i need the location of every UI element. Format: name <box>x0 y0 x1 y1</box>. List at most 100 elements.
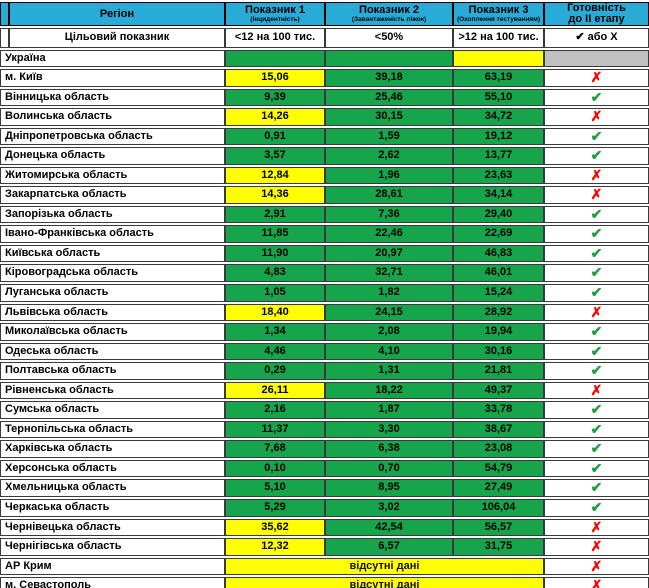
indicator1-cell: 18,40 <box>225 303 325 322</box>
check-icon: ✔ <box>590 499 603 516</box>
indicator1-cell: 4,46 <box>225 342 325 361</box>
cross-icon: ✗ <box>590 69 603 85</box>
check-icon: ✔ <box>590 459 603 476</box>
table-row: Донецька область 3,57 2,62 13,77 ✔ <box>0 147 649 165</box>
cross-icon: ✗ <box>590 518 603 535</box>
table-row: Сумська область 2,16 1,87 33,78 ✔ <box>0 401 649 419</box>
indicator3-subtitle: (Охоплення тестуванням) <box>456 15 541 23</box>
indicator2-cell: 1,87 <box>325 401 453 419</box>
indicator1-cell: 2,16 <box>225 401 325 419</box>
indicator1-cell: 12,84 <box>225 166 325 185</box>
region-cell: Закарпатська область <box>0 186 225 204</box>
table-row: Чернігівська область 12,32 6,57 31,75 ✗ <box>0 538 649 556</box>
readiness-cell: ✔ <box>544 499 649 517</box>
indicator1-cell: 14,26 <box>225 108 325 126</box>
table-body: Україна м. Київ 15,06 39,18 63,19 ✗ Вінницька … <box>0 50 649 588</box>
check-icon: ✔ <box>590 479 603 496</box>
region-cell: Тернопільська область <box>0 420 225 439</box>
region-cell: Запорізька область <box>0 205 225 224</box>
indicator1-cell: 26,11 <box>225 381 325 400</box>
check-icon: ✔ <box>590 264 603 281</box>
readiness-cell: ✔ <box>544 205 649 224</box>
cross-icon: ✗ <box>590 381 603 398</box>
target-spacer-cell <box>0 28 9 48</box>
indicator2-cell: 2,08 <box>325 323 453 341</box>
table-row: Житомирська область 12,84 1,96 23,63 ✗ <box>0 166 649 185</box>
indicator3-cell: 49,37 <box>453 381 544 400</box>
indicator1-cell: 1,05 <box>225 284 325 302</box>
table-row: Луганська область 1,05 1,82 15,24 ✔ <box>0 284 649 302</box>
indicator2-cell: 1,96 <box>325 166 453 185</box>
indicator1-subtitle: (Інцидентність) <box>250 15 300 23</box>
indicator2-cell: 28,61 <box>325 186 453 204</box>
table-row: АР Крим відсутні дані ✗ <box>0 557 649 576</box>
readiness-cell: ✗ <box>544 538 649 556</box>
readiness-cell: ✔ <box>544 342 649 361</box>
indicator3-cell <box>453 50 544 67</box>
indicator2-cell: 20,97 <box>325 244 453 263</box>
no-data-cell: відсутні дані <box>225 577 544 588</box>
table-row: Вінницька область 9,39 25,46 55,10 ✔ <box>0 88 649 107</box>
region-cell: Київська область <box>0 244 225 263</box>
indicator1-cell: 7,68 <box>225 440 325 458</box>
region-cell: Івано-Франківська область <box>0 225 225 243</box>
readiness-cell: ✔ <box>544 264 649 283</box>
region-cell: м. Київ <box>0 69 225 87</box>
readiness-cell: ✔ <box>544 440 649 458</box>
table-row: Харківська область 7,68 6,38 23,08 ✔ <box>0 440 649 458</box>
target-indicator3: >12 на 100 тис. <box>453 28 544 48</box>
table-row: Миколаївська область 1,34 2,08 19,94 ✔ <box>0 323 649 341</box>
indicator3-cell: 33,78 <box>453 401 544 419</box>
col-header-region: Регіон <box>9 2 225 26</box>
indicator1-cell: 4,83 <box>225 264 325 283</box>
indicator1-title: Показник 1 <box>245 3 305 16</box>
indicator3-cell: 56,57 <box>453 518 544 537</box>
check-icon: ✔ <box>590 244 603 261</box>
indicator2-cell: 1,31 <box>325 362 453 380</box>
target-row: Цільовий показник <12 на 100 тис. <50% >… <box>0 28 649 48</box>
indicator1-cell: 0,91 <box>225 127 325 146</box>
indicator1-cell: 15,06 <box>225 69 325 87</box>
target-indicator1: <12 на 100 тис. <box>225 28 325 48</box>
indicator3-cell: 46,01 <box>453 264 544 283</box>
table-row: Івано-Франківська область 11,85 22,46 22,69… <box>0 225 649 243</box>
cross-icon: ✗ <box>590 557 603 574</box>
region-cell: Чернівецька область <box>0 518 225 537</box>
indicator3-cell: 19,12 <box>453 127 544 146</box>
region-cell: Харківська область <box>0 440 225 458</box>
region-cell: Хмельницька область <box>0 479 225 498</box>
region-cell: Черкаська область <box>0 499 225 517</box>
readiness-cell: ✗ <box>544 557 649 576</box>
indicator1-cell: 5,10 <box>225 479 325 498</box>
cross-icon: ✗ <box>590 538 603 555</box>
indicator2-cell: 39,18 <box>325 69 453 87</box>
readiness-cell: ✔ <box>544 362 649 380</box>
readiness-cell: ✗ <box>544 166 649 185</box>
indicator2-cell: 8,95 <box>325 479 453 498</box>
indicator1-cell: 1,34 <box>225 323 325 341</box>
indicator2-cell: 32,71 <box>325 264 453 283</box>
region-cell: Кіровоградська область <box>0 264 225 283</box>
readiness-cell: ✔ <box>544 323 649 341</box>
region-cell: Вінницька область <box>0 88 225 107</box>
indicator3-cell: 15,24 <box>453 284 544 302</box>
table-row: Закарпатська область 14,36 28,61 34,14 ✗ <box>0 186 649 204</box>
target-indicator2: <50% <box>325 28 453 48</box>
readiness-cell: ✗ <box>544 303 649 322</box>
check-icon: ✔ <box>590 127 603 144</box>
readiness-cell: ✔ <box>544 420 649 439</box>
indicator2-cell: 3,02 <box>325 499 453 517</box>
indicator3-cell: 19,94 <box>453 323 544 341</box>
indicator3-cell: 34,14 <box>453 186 544 204</box>
check-icon: ✔ <box>590 420 603 437</box>
readiness-cell: ✔ <box>544 244 649 263</box>
readiness-title-line2: до ІІ етапу <box>568 13 625 25</box>
indicator2-cell: 24,15 <box>325 303 453 322</box>
indicator1-cell: 0,10 <box>225 459 325 478</box>
indicator3-cell: 31,75 <box>453 538 544 556</box>
indicator3-cell: 27,49 <box>453 479 544 498</box>
indicator1-cell: 14,36 <box>225 186 325 204</box>
indicator3-cell: 23,08 <box>453 440 544 458</box>
table-row: м. Севастополь відсутні дані ✗ <box>0 577 649 588</box>
